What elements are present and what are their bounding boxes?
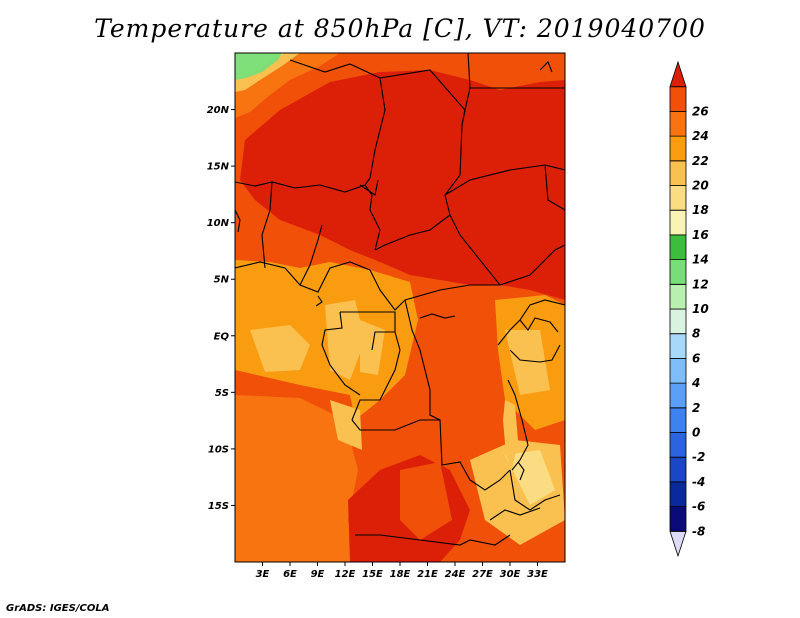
colorbar-swatch <box>669 209 687 236</box>
grads-credit: GrADS: IGES/COLA <box>6 603 110 614</box>
colorbar-label: 14 <box>692 253 709 267</box>
colorbar-label: -2 <box>692 450 705 464</box>
map-title: Temperature at 850hPa [C], VT: 201904070… <box>94 14 706 43</box>
colorbar-swatch <box>669 333 687 359</box>
country-borders <box>235 53 565 546</box>
colorbar-swatch <box>669 283 687 310</box>
colorbar-swatch <box>669 111 687 137</box>
x-tick-label: 18E <box>390 569 411 580</box>
colorbar-label: 10 <box>692 302 709 316</box>
y-tick-label: 10N <box>207 218 230 229</box>
colorbar-label: 22 <box>692 154 709 168</box>
x-tick-label: 12E <box>335 569 356 580</box>
colorbar-swatch <box>669 358 687 384</box>
y-tick-label: 15S <box>208 501 229 512</box>
y-tick-label: 5N <box>214 275 230 286</box>
colorbar-label: 6 <box>692 351 700 365</box>
colorbar-swatch <box>669 86 687 112</box>
x-tick-label: 6E <box>283 569 297 580</box>
colorbar-label: -6 <box>692 500 705 514</box>
colorbar-swatch <box>669 432 687 458</box>
colorbar-swatch <box>669 259 687 285</box>
colorbar-swatch <box>669 481 687 507</box>
colorbar-label: 4 <box>691 376 700 390</box>
y-tick-label: EQ <box>214 331 230 342</box>
colorbar-swatch <box>669 160 687 186</box>
colorbar-swatch <box>669 185 687 211</box>
x-tick-label: 30E <box>500 569 521 580</box>
y-tick-label: 15N <box>207 162 230 173</box>
x-tick-label: 24E <box>445 569 466 580</box>
x-tick-label: 15E <box>362 569 383 580</box>
colorbar-label: 12 <box>692 277 709 291</box>
colorbar-swatch <box>669 234 687 260</box>
y-tick-label: 20N <box>207 105 230 116</box>
y-tick-label: 10S <box>208 444 229 455</box>
x-tick-label: 33E <box>527 569 548 580</box>
x-tick-label: 9E <box>311 569 325 580</box>
colorbar-label: 24 <box>692 129 709 143</box>
colorbar-swatch <box>669 407 687 433</box>
colorbar-swatch <box>669 60 687 88</box>
x-axis: 3E 6E 9E 12E 15E 18E 21E 24E 27E 30E 33E <box>256 562 548 580</box>
temperature-field <box>235 53 565 562</box>
colorbar-label: 2 <box>692 401 700 415</box>
colorbar-label: -8 <box>692 524 705 538</box>
colorbar-label: 16 <box>692 228 709 242</box>
colorbar-swatch <box>669 530 687 558</box>
colorbar-label: -4 <box>692 475 705 489</box>
colorbar-swatch <box>669 506 687 532</box>
colorbar-label: 18 <box>692 203 709 217</box>
x-tick-label: 3E <box>256 569 270 580</box>
colorbar-swatch <box>669 308 687 335</box>
colorbar-swatch <box>669 382 687 409</box>
colorbar-label: 0 <box>692 426 700 440</box>
colorbar-swatch <box>669 135 687 162</box>
colorbar-label: 8 <box>692 327 700 341</box>
colorbar-swatch <box>669 456 687 483</box>
x-tick-label: 21E <box>417 569 438 580</box>
x-tick-label: 27E <box>472 569 493 580</box>
colorbar-label: 20 <box>692 179 709 193</box>
y-tick-label: 5S <box>215 388 229 399</box>
y-axis: 20N 15N 10N 5N EQ 5S 10S 15S <box>207 105 235 512</box>
colorbar-label: 26 <box>692 104 709 118</box>
